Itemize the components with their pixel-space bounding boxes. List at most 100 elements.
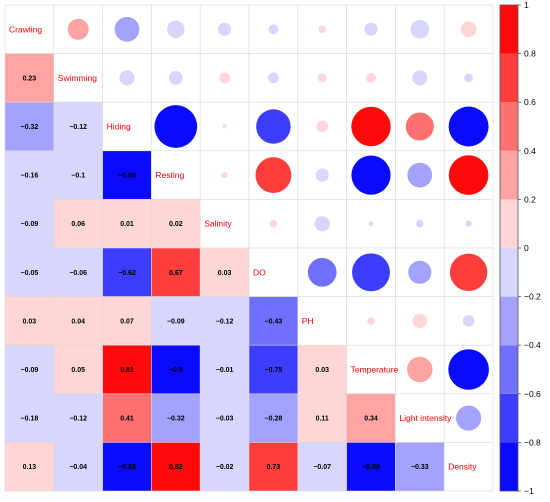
correlation-circle xyxy=(255,157,292,194)
correlation-circle xyxy=(351,106,391,147)
value-label: −0.05 xyxy=(21,270,39,277)
value-label: 0.81 xyxy=(120,367,134,374)
value-label: −0.01 xyxy=(216,367,234,374)
cell-7-6 xyxy=(297,344,347,395)
value-label: 0.11 xyxy=(316,416,329,423)
correlation-circle xyxy=(218,22,232,36)
cell-9-1 xyxy=(53,442,103,492)
cell-9-9 xyxy=(443,442,494,492)
correlation-circle xyxy=(465,220,472,227)
cell-9-2 xyxy=(102,442,152,492)
correlation-circle xyxy=(119,70,135,86)
correlation-circle xyxy=(412,313,428,329)
correlation-circle xyxy=(269,219,278,228)
cell-5-3 xyxy=(151,247,201,297)
correlation-circle xyxy=(367,317,375,325)
correlation-circle xyxy=(352,253,390,292)
cell-3-8 xyxy=(395,150,445,200)
correlation-circle xyxy=(460,21,477,38)
correlation-circle xyxy=(464,73,473,83)
correlation-circle xyxy=(268,72,279,84)
correlation-circle xyxy=(412,70,428,86)
colorbar-band xyxy=(500,150,518,200)
colorbar-tick-label: −0.6 xyxy=(524,389,541,399)
colorbar-band xyxy=(500,53,518,103)
correlation-circle xyxy=(407,162,433,188)
colorbar-tick-label: −0.8 xyxy=(524,437,541,447)
cell-6-5 xyxy=(248,296,299,346)
correlation-circle xyxy=(368,221,374,226)
cell-4-2 xyxy=(102,199,152,249)
variable-label: Resting xyxy=(155,170,184,180)
variable-label: Swimming xyxy=(58,73,97,83)
value-label: −0.03 xyxy=(216,416,234,423)
colorbar-tick-label: −1 xyxy=(524,486,534,496)
value-label: −0.16 xyxy=(21,173,39,180)
correlation-circle xyxy=(256,109,291,144)
correlation-circle xyxy=(168,70,183,85)
value-label: −0.18 xyxy=(21,416,39,423)
colorbar-tick-label: 0.2 xyxy=(524,194,536,204)
correlation-circle xyxy=(448,349,489,390)
value-label: 0.03 xyxy=(315,367,329,374)
colorbar-tick-label: 0 xyxy=(524,243,529,253)
correlation-circle xyxy=(405,112,434,141)
value-label: −0.06 xyxy=(69,270,87,277)
correlation-circle xyxy=(410,20,430,39)
value-label: −0.86 xyxy=(362,464,380,471)
cell-9-3 xyxy=(151,442,201,492)
colorbar-tick-label: 0.4 xyxy=(524,146,536,156)
value-label: −0.09 xyxy=(21,367,39,374)
cell-7-3 xyxy=(151,344,201,395)
colorbar-band xyxy=(500,5,518,54)
variable-label: Salinity xyxy=(204,219,232,229)
colorbar-band xyxy=(500,345,518,394)
colorbar-band xyxy=(500,102,518,151)
colorbar-tick-label: −0.4 xyxy=(524,340,541,350)
value-label: −0.12 xyxy=(69,416,87,423)
cell-0-7 xyxy=(346,4,396,54)
correlation-circle xyxy=(364,22,378,36)
colorbar-band xyxy=(500,248,518,297)
value-label: −0.95 xyxy=(118,173,136,180)
upper-circles xyxy=(67,16,489,431)
variable-label: Temperature xyxy=(351,365,399,375)
colorbar-band xyxy=(500,393,518,443)
correlation-circle xyxy=(448,155,489,195)
colorbar: −1 −0.8 −0.6 −0.4 −0.2 0 0.2 0.4 0.6 0.8 1 xyxy=(499,0,541,496)
value-label: −0.62 xyxy=(118,270,136,277)
value-label: −0.07 xyxy=(313,464,331,471)
value-label: 0.05 xyxy=(71,367,85,374)
variable-label: Crawling xyxy=(9,24,42,34)
correlation-circle xyxy=(351,155,391,195)
value-label: 0.73 xyxy=(267,464,281,471)
cell-9-5 xyxy=(248,442,299,492)
correlation-circle xyxy=(456,405,482,431)
value-label: −0.75 xyxy=(265,367,283,374)
cell-9-8 xyxy=(395,442,445,492)
cell-8-2 xyxy=(102,393,152,443)
value-label: 0.03 xyxy=(23,318,37,325)
cell-2-1 xyxy=(53,101,103,152)
value-label: 0.04 xyxy=(71,318,85,325)
cell-9-6 xyxy=(297,442,347,492)
correlation-circle xyxy=(449,253,488,292)
colorbar-band xyxy=(500,199,518,248)
cell-2-2 xyxy=(102,101,152,152)
cell-grid xyxy=(4,4,494,492)
correlation-circle xyxy=(416,219,424,228)
value-label: 0.41 xyxy=(120,416,134,423)
cell-8-6 xyxy=(297,393,347,443)
variable-label: DO xyxy=(253,267,266,277)
cell-8-3 xyxy=(151,393,201,443)
cell-5-5 xyxy=(248,247,299,297)
correlation-circle xyxy=(314,216,330,232)
diagonal-variable-labels: Crawling Swimming Hiding Resting Salinity DO P… xyxy=(9,24,477,471)
cell-6-6 xyxy=(297,296,347,346)
cell-7-2 xyxy=(102,344,152,395)
cell-4-4 xyxy=(199,199,250,249)
correlation-circle xyxy=(67,18,89,40)
cell-7-7 xyxy=(346,344,396,395)
cell-5-4 xyxy=(199,247,250,297)
